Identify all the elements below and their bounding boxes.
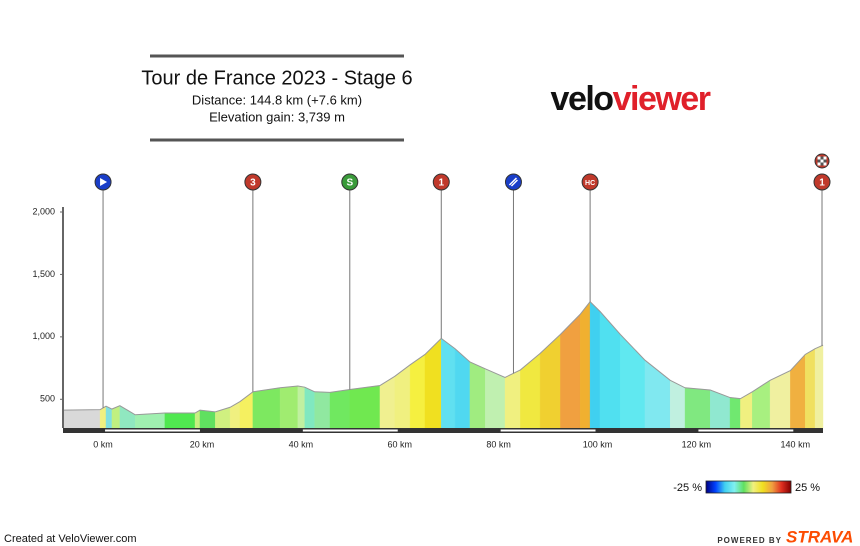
gradient-segment	[134, 412, 166, 429]
y-tick-label: 2,000	[32, 206, 55, 216]
y-tick-label: 500	[40, 394, 55, 404]
gradient-segment	[684, 387, 711, 429]
gradient-segment	[199, 409, 216, 429]
logo: veloviewer	[551, 80, 711, 118]
legend-max: 25 %	[795, 482, 820, 494]
marker-label: 1	[438, 178, 444, 189]
marker-icon	[581, 173, 599, 191]
gradient-segment	[670, 379, 686, 429]
finish-check	[823, 156, 827, 160]
gradient-segment	[297, 385, 305, 429]
gradient-segment	[329, 389, 350, 429]
gradient-segment	[164, 412, 196, 429]
gradient-segment	[409, 354, 426, 429]
finish-check	[820, 156, 824, 160]
x-tick-label: 20 km	[190, 439, 215, 449]
marker-label: HC	[585, 180, 595, 187]
gradient-segment	[62, 409, 101, 429]
x-tick-label: 60 km	[387, 439, 412, 449]
finish-check	[817, 159, 821, 163]
marker-label: 1	[819, 178, 825, 189]
gradient-segment	[105, 405, 113, 429]
gradient-segment	[589, 301, 601, 429]
gradient-segment	[485, 368, 506, 429]
x-tick-label: 120 km	[682, 439, 712, 449]
finish-check	[823, 162, 827, 166]
logo-part: velo	[551, 80, 614, 118]
finish-check	[823, 159, 827, 163]
finish-check	[817, 162, 821, 166]
gradient-segment	[314, 391, 331, 429]
gradient-segment	[349, 385, 381, 429]
x-tick-label: 0 km	[93, 439, 113, 449]
gradient-segment	[504, 369, 521, 429]
gradient-segment	[441, 337, 456, 429]
x-axis-bar	[63, 428, 823, 433]
gradient-segment	[729, 397, 741, 429]
plot: 500 1,000 1,500 2,000 0 km 20 km 40 km 60 km 80 …	[32, 153, 831, 494]
finish-check	[820, 162, 824, 166]
finish-check	[817, 156, 821, 160]
marker-label: S	[346, 178, 353, 189]
marker-icon	[244, 173, 262, 191]
legend-bar	[705, 480, 792, 494]
start-arrow	[100, 178, 108, 186]
finish-check	[820, 159, 824, 163]
gradient-segment	[469, 361, 486, 429]
y-tick-label: 1,500	[32, 269, 55, 279]
powered-by: POWERED BY	[717, 536, 782, 545]
marker-icon	[813, 173, 831, 191]
feed-icon	[508, 177, 518, 187]
gradient-segment	[814, 344, 824, 429]
y-tick-label: 1,000	[32, 331, 55, 341]
marker-label: 3	[250, 178, 256, 189]
marker-icon	[432, 173, 450, 191]
gradient-segment	[580, 301, 591, 429]
subtitle: Distance: 144.8 km (+7.6 km)	[192, 92, 362, 107]
logo-part: viewer	[613, 80, 711, 118]
gradient-segment	[804, 348, 816, 429]
x-tick-label: 100 km	[583, 439, 613, 449]
legend-min: -25 %	[673, 482, 702, 494]
chart-title: Tour de France 2023 - Stage 6	[141, 67, 412, 89]
x-tick-label: 40 km	[289, 439, 314, 449]
strava-logo: STRAVA	[786, 527, 853, 546]
gradient-segment	[252, 387, 281, 429]
footer-credit: Created at VeloViewer.com	[4, 533, 136, 545]
subtitle: Elevation gain: 3,739 m	[209, 109, 345, 124]
marker-icon	[341, 173, 359, 191]
x-tick-label: 80 km	[486, 439, 511, 449]
gradient-segment	[279, 385, 299, 429]
x-tick-label: 140 km	[781, 439, 811, 449]
gradient-segment	[304, 386, 315, 429]
